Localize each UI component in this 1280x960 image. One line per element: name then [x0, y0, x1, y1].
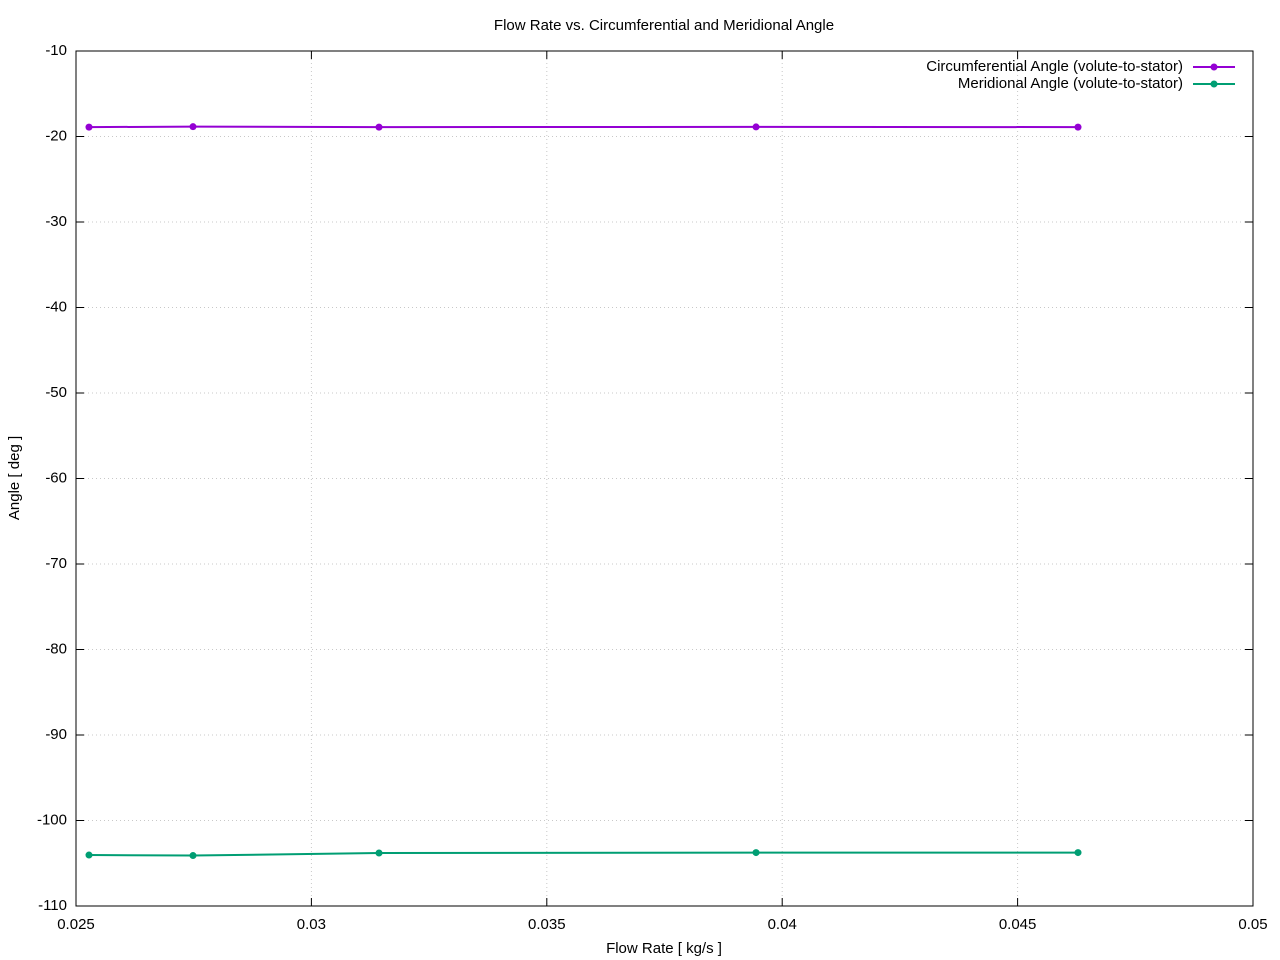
x-axis-label: Flow Rate [ kg/s ]	[606, 940, 722, 957]
y-tick-label: -70	[45, 555, 67, 572]
x-tick-label: 0.03	[297, 916, 326, 933]
data-point	[752, 849, 760, 857]
y-tick-label: -20	[45, 127, 67, 144]
y-tick-label: -100	[37, 811, 67, 828]
legend-label: Meridional Angle (volute-to-stator)	[958, 75, 1183, 92]
x-tick-label: 0.04	[768, 916, 797, 933]
y-tick-label: -30	[45, 213, 67, 230]
y-axis-label: Angle [ deg ]	[6, 436, 23, 520]
y-tick-label: -110	[38, 897, 67, 914]
data-point	[189, 852, 197, 860]
y-tick-label: -50	[45, 384, 67, 401]
data-point	[85, 123, 93, 131]
x-tick-label: 0.045	[999, 916, 1037, 933]
plot-frame	[75, 50, 1254, 907]
data-point	[375, 123, 383, 131]
data-point	[752, 123, 760, 131]
legend-label: Circumferential Angle (volute-to-stator)	[926, 58, 1183, 75]
data-point	[85, 851, 93, 859]
y-tick-label: -40	[45, 298, 67, 315]
y-tick-label: -10	[45, 42, 67, 59]
y-tick-label: -60	[45, 469, 67, 486]
data-point	[189, 123, 197, 131]
x-tick-label: 0.035	[528, 916, 566, 933]
x-tick-label: 0.025	[57, 916, 95, 933]
y-tick-label: -80	[45, 640, 67, 657]
chart-title: Flow Rate vs. Circumferential and Meridi…	[494, 17, 834, 34]
data-point	[1074, 849, 1082, 857]
series-line	[88, 851, 1078, 857]
data-point	[375, 849, 383, 857]
x-tick-label: 0.05	[1238, 916, 1267, 933]
legend-marker	[1210, 63, 1218, 71]
legend-marker	[1210, 80, 1218, 88]
y-tick-label: -90	[45, 726, 67, 743]
data-point	[1074, 123, 1082, 131]
